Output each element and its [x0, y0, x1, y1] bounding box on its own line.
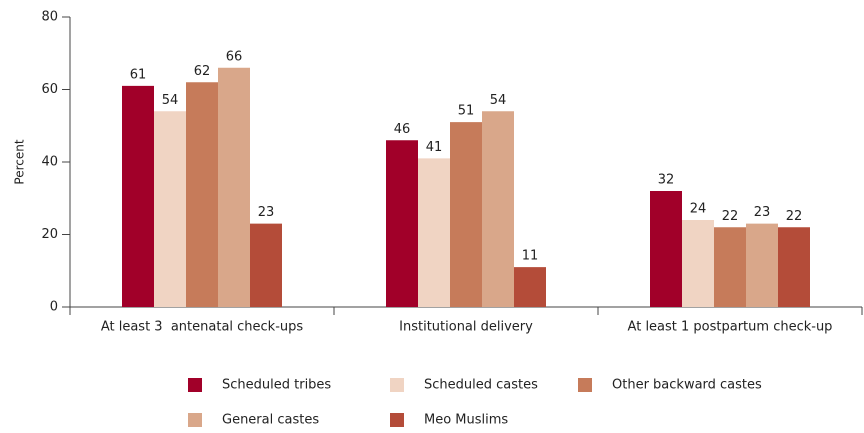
bar — [122, 85, 154, 307]
bar — [514, 267, 546, 307]
value-label: 66 — [226, 49, 243, 64]
value-label: 46 — [394, 122, 411, 137]
value-label: 24 — [690, 202, 707, 217]
x-tick-label: Institutional delivery — [399, 320, 533, 335]
value-label: 54 — [490, 93, 507, 108]
bar — [154, 111, 186, 307]
value-label: 11 — [522, 249, 539, 264]
value-label: 23 — [258, 205, 275, 220]
bar — [418, 158, 450, 307]
bar — [250, 223, 282, 307]
x-tick-label: At least 3 antenatal check-ups — [101, 320, 304, 335]
x-tick-label: At least 1 postpartum check-up — [628, 320, 833, 335]
y-tick-label: 40 — [41, 155, 58, 170]
value-label: 51 — [458, 104, 475, 119]
value-label: 32 — [658, 173, 675, 188]
y-axis-label: Percent — [13, 139, 27, 184]
bar — [482, 111, 514, 307]
value-label: 22 — [786, 209, 803, 224]
legend-swatch — [188, 378, 202, 392]
value-label: 23 — [754, 205, 771, 220]
legend-label: Meo Muslims — [424, 413, 508, 428]
bar — [746, 223, 778, 307]
bar — [778, 227, 810, 307]
legend-swatch — [578, 378, 592, 392]
legend-label: Scheduled tribes — [222, 378, 331, 393]
value-label: 54 — [162, 93, 179, 108]
legend-swatch — [390, 413, 404, 427]
bar — [218, 67, 250, 307]
y-tick-label: 20 — [41, 227, 58, 242]
value-label: 22 — [722, 209, 739, 224]
bar — [714, 227, 746, 307]
legend-label: Other backward castes — [612, 378, 762, 393]
bar — [386, 140, 418, 307]
value-label: 62 — [194, 64, 211, 79]
bar — [186, 82, 218, 307]
y-tick-label: 0 — [50, 300, 58, 315]
bar — [650, 191, 682, 307]
legend-swatch — [188, 413, 202, 427]
bar — [682, 220, 714, 307]
value-label: 61 — [130, 67, 147, 82]
legend-label: Scheduled castes — [424, 378, 538, 393]
legend-swatch — [390, 378, 404, 392]
y-tick-label: 80 — [41, 10, 58, 25]
bar — [450, 122, 482, 307]
y-tick-label: 60 — [41, 82, 58, 97]
value-label: 41 — [426, 140, 443, 155]
legend-label: General castes — [222, 413, 319, 428]
